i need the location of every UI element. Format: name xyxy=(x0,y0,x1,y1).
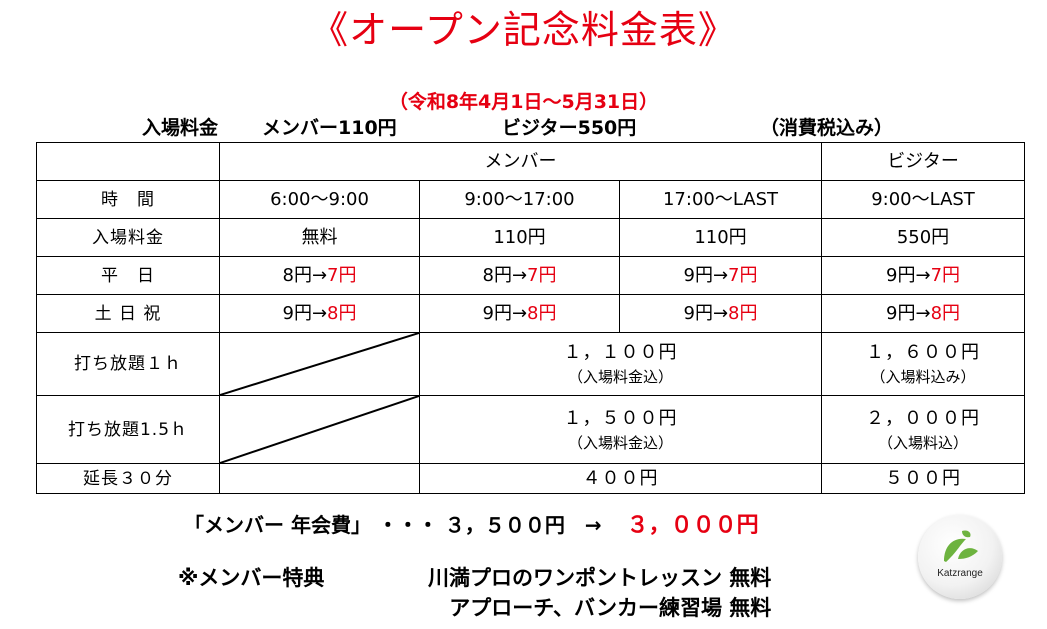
price-change-cell: 9円→7円 xyxy=(618,256,823,295)
old-price: 9円→ xyxy=(886,302,931,324)
benefit-item: 川満プロのワンポントレッスン 無料 xyxy=(428,566,772,590)
row-label-unlimited-1h: 打ち放題１ｈ xyxy=(36,332,220,396)
table-row: 打ち放題1.5ｈ １，５００円 （入場料金込） ２，０００円 （入場料込） xyxy=(36,395,1026,464)
member-package-cell: １，５００円 （入場料金込） xyxy=(418,395,823,464)
admission-member: メンバー110円 xyxy=(262,117,397,139)
not-applicable-cell xyxy=(219,332,420,396)
package-note: （入場料込み） xyxy=(870,368,976,386)
logo-brand-text: Katzrange xyxy=(937,568,983,579)
header-visitor: ビジター xyxy=(821,142,1026,181)
empty-cell xyxy=(219,463,420,494)
annual-fee-line: 「メンバー 年会費」 ・・・ ３，５００円 → ３，０００円 xyxy=(184,512,759,539)
package-note: （入場料金込） xyxy=(568,368,674,386)
not-applicable-cell xyxy=(219,395,420,464)
new-price: 8円 xyxy=(527,302,557,324)
price-change-cell: 9円→7円 xyxy=(821,256,1026,295)
old-price: 9円→ xyxy=(282,302,328,324)
table-row: 平 日 8円→7円 8円→7円 9円→7円 9円→7円 xyxy=(36,256,1026,295)
new-price: 8円 xyxy=(327,302,357,324)
visitor-package-cell: ２，０００円 （入場料込） xyxy=(821,395,1026,464)
new-price: 7円 xyxy=(327,264,357,286)
table-row: 入場料金 無料 110円 110円 550円 xyxy=(36,218,1026,257)
table-cell: 6:00～9:00 xyxy=(219,180,420,219)
new-price: 7円 xyxy=(527,264,557,286)
old-price: 8円→ xyxy=(482,264,528,286)
old-price: 9円→ xyxy=(683,302,729,324)
table-cell: 9:00～LAST xyxy=(821,180,1026,219)
row-label-unlimited-15h: 打ち放題1.5ｈ xyxy=(36,395,220,464)
package-note: （入場料金込） xyxy=(568,433,674,452)
price-change-cell: 9円→8円 xyxy=(618,294,823,333)
price-table: メンバー ビジター 時 間 6:00～9:00 9:00～17:00 17:00… xyxy=(36,142,1026,494)
package-note: （入場料込） xyxy=(878,433,969,452)
table-row: 土 日 祝 9円→8円 9円→8円 9円→8円 9円→8円 xyxy=(36,294,1026,333)
table-row: 打ち放題１ｈ １，１００円 （入場料金込） １，６００円 （入場料込み） xyxy=(36,332,1026,396)
new-price: 8円 xyxy=(930,302,961,324)
package-price: １，５００円 xyxy=(563,407,678,429)
row-label-time: 時 間 xyxy=(36,180,220,219)
table-cell: 110円 xyxy=(419,218,620,257)
benefit-item: アプローチ、バンカー練習場 無料 xyxy=(449,596,772,620)
table-cell: 17:00～LAST xyxy=(618,180,823,219)
table-cell: 110円 xyxy=(618,218,823,257)
row-label-holiday: 土 日 祝 xyxy=(36,294,220,333)
admission-label: 入場料金 xyxy=(142,117,219,139)
table-cell: 550円 xyxy=(821,218,1026,257)
package-price: １，１００円 xyxy=(563,342,678,363)
old-price: 9円→ xyxy=(886,264,931,286)
table-row: 時 間 6:00～9:00 9:00～17:00 17:00～LAST 9:00… xyxy=(36,180,1026,219)
benefits-heading: ※メンバー特典 xyxy=(178,566,325,590)
price-change-cell: 9円→8円 xyxy=(821,294,1026,333)
diagonal-line xyxy=(220,396,419,463)
new-price: 7円 xyxy=(930,264,961,286)
benefits-list: 川満プロのワンポントレッスン 無料 アプローチ、バンカー練習場 無料 xyxy=(428,563,771,623)
visitor-package-cell: １，６００円 （入場料込み） xyxy=(821,332,1026,396)
price-change-cell: 9円→8円 xyxy=(419,294,620,333)
annual-fee-new-price: ３，０００円 xyxy=(626,513,759,538)
katzrange-logo: Katzrange xyxy=(918,515,1002,599)
header-empty-cell xyxy=(36,142,220,181)
new-price: 8円 xyxy=(728,302,758,324)
price-change-cell: 8円→7円 xyxy=(219,256,420,295)
campaign-period: （令和8年4月1日～5月31日） xyxy=(388,91,659,113)
page-title: 《オープン記念料金表》 xyxy=(310,8,737,52)
table-row: 延長３０分 ４００円 ５００円 xyxy=(36,463,1026,494)
extension-visitor-price: ５００円 xyxy=(821,463,1026,494)
table-cell: 無料 xyxy=(219,218,420,257)
package-price: ２，０００円 xyxy=(866,407,981,429)
golf-ball-leaf-logo-icon xyxy=(944,530,978,562)
price-change-cell: 8円→7円 xyxy=(419,256,620,295)
new-price: 7円 xyxy=(728,264,758,286)
diagonal-line xyxy=(220,333,419,395)
old-price: 9円→ xyxy=(482,302,528,324)
annual-fee-label: 「メンバー 年会費」 ・・・ ３，５００円 → xyxy=(184,513,602,537)
table-header-row: メンバー ビジター xyxy=(36,142,1026,181)
header-member: メンバー xyxy=(218,142,823,181)
extension-member-price: ４００円 xyxy=(418,463,823,494)
member-package-cell: １，１００円 （入場料金込） xyxy=(418,332,823,396)
price-change-cell: 9円→8円 xyxy=(219,294,420,333)
old-price: 9円→ xyxy=(683,264,729,286)
package-price: １，６００円 xyxy=(866,342,981,363)
admission-visitor: ビジター550円 xyxy=(502,117,637,139)
row-label-extension: 延長３０分 xyxy=(36,463,220,494)
table-cell: 9:00～17:00 xyxy=(419,180,620,219)
old-price: 8円→ xyxy=(282,264,328,286)
tax-note: （消費税込み） xyxy=(760,117,894,139)
row-label-weekday: 平 日 xyxy=(36,256,220,295)
row-label-entry: 入場料金 xyxy=(36,218,220,257)
